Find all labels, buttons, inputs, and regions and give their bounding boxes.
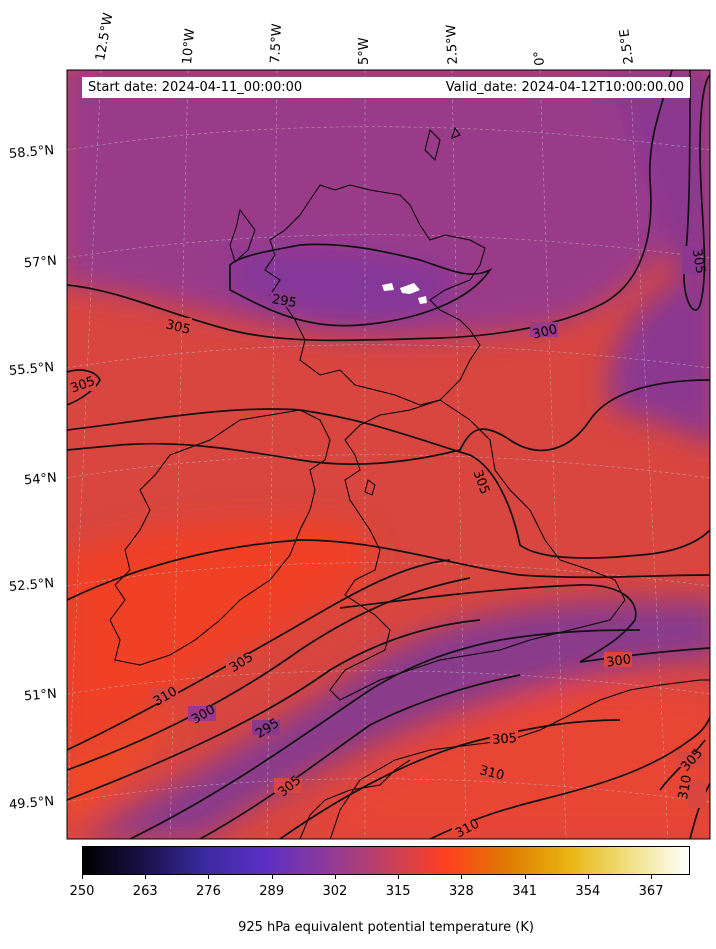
colorbar-tick-label: 289 — [259, 884, 285, 899]
colorbar-tick-label: 302 — [322, 884, 348, 899]
contour-label: 310 — [478, 763, 506, 784]
map-frame — [66, 69, 711, 840]
coastline-scotland — [264, 184, 486, 406]
map-plot-area: 295 305 305 300 305 305 305 310 300 295 … — [67, 70, 710, 839]
colorbar-tickmark — [334, 875, 336, 879]
colorbar-tick-label: 367 — [638, 884, 664, 899]
contour-305-lower — [67, 577, 471, 771]
contour-305-west — [67, 369, 101, 406]
snow-patches — [382, 283, 427, 304]
cool-band-north — [67, 70, 710, 337]
latitude-label: 51°N — [23, 686, 58, 705]
contour-305-mid — [67, 539, 710, 601]
coastlines — [109, 126, 710, 839]
contour-label: 295 — [271, 292, 298, 311]
colorbar-label: 925 hPa equivalent potential temperature… — [238, 920, 534, 935]
contour-310-east-edge — [689, 781, 710, 839]
contour-label: 305 — [164, 317, 192, 338]
colorbar-tick-label: 341 — [512, 884, 538, 899]
colorbar-tick-label: 276 — [196, 884, 221, 899]
contour-label: 300 — [531, 322, 559, 343]
contour-305-england — [67, 408, 710, 559]
contour-300-lower — [67, 619, 481, 801]
start-date-label: Start date: 2024-04-11_00:00:00 — [88, 80, 303, 95]
colorbar-tickmark — [82, 875, 83, 879]
longitude-label: 5°W — [357, 37, 372, 65]
contour-label: 300 — [605, 652, 632, 670]
contour-label: 310 — [676, 774, 695, 801]
contour-305-north — [67, 70, 673, 342]
date-info-box: Start date: 2024-04-11_00:00:00 Valid_da… — [82, 77, 690, 98]
warm-region-ireland — [67, 520, 373, 757]
longitude-label: 2.5°W — [443, 24, 461, 65]
contour-310-south — [429, 714, 710, 839]
contour-295-scotland — [229, 243, 493, 327]
colorbar-tickmark — [398, 875, 400, 879]
coastline-france — [329, 679, 710, 839]
longitude-label: 10°W — [180, 27, 199, 65]
colorbar-tickmark — [651, 875, 653, 879]
contour-305-sw — [199, 674, 521, 839]
colorbar-tick-label: 354 — [575, 884, 601, 899]
contour-310-upper — [67, 559, 451, 751]
colorbar-tickmark — [271, 875, 273, 879]
colorbar-tickmark — [208, 875, 210, 879]
colorbar-tickmark — [145, 875, 147, 879]
contour-295-lower — [129, 629, 641, 839]
colorbar-tickmark — [587, 875, 589, 879]
colorbar-tick-label: 250 — [69, 884, 95, 899]
colorbar — [82, 846, 690, 875]
contour-310-france — [279, 719, 621, 839]
longitude-label: 0° — [531, 50, 548, 67]
graticule — [67, 70, 710, 839]
coastline-england-wales — [329, 399, 626, 701]
colorbar-tickmark — [461, 875, 463, 879]
colorbar-tick-label: 263 — [132, 884, 158, 899]
colorbar-tick-label: 315 — [385, 884, 411, 899]
valid-date-label: Valid_date: 2024-04-12T10:00:00.00 — [445, 80, 684, 95]
latitude-label: 57°N — [23, 253, 58, 272]
coastline-isle-of-man — [364, 479, 376, 496]
colorbar-tickmark — [524, 875, 526, 879]
cool-band-north-east — [603, 70, 710, 444]
colorbar-tick-label: 328 — [448, 884, 474, 899]
warm-region-france — [301, 685, 710, 839]
coastline-brittany — [299, 759, 411, 839]
contour-300-ne-sea — [67, 379, 710, 465]
contour-labels: 295 305 305 300 305 305 305 310 300 295 … — [68, 246, 708, 839]
field-shading — [67, 70, 710, 839]
contour-305-north-east — [683, 70, 710, 311]
contour-label: 305 — [492, 731, 518, 748]
cool-band-sw-ne — [81, 600, 710, 839]
coastline-northern-isles — [424, 126, 461, 161]
latitude-label: 54°N — [23, 470, 58, 489]
contour-label: 305 — [689, 248, 708, 275]
longitude-label: 7.5°W — [268, 23, 286, 64]
coastline-ireland — [109, 409, 331, 666]
